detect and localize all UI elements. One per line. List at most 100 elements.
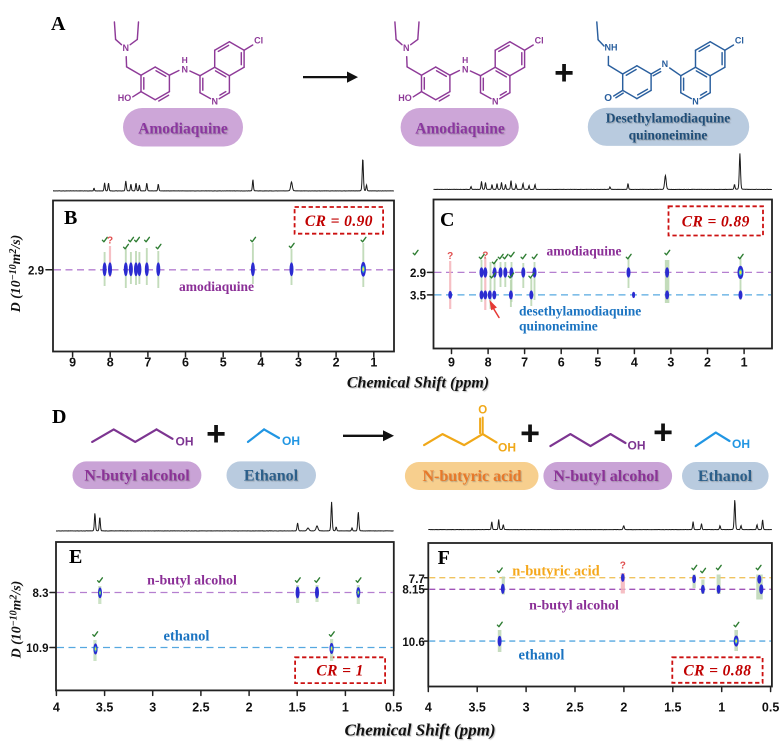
svg-text:8: 8: [485, 356, 492, 370]
svg-text:O: O: [604, 93, 612, 104]
svg-text:Cl: Cl: [535, 36, 544, 46]
svg-text:2.9: 2.9: [28, 265, 44, 277]
svg-text:F: F: [438, 547, 450, 569]
svg-text:?: ?: [620, 561, 626, 572]
svg-text:9: 9: [448, 356, 455, 370]
svg-text:N: N: [462, 65, 469, 75]
svg-text:2.5: 2.5: [566, 701, 583, 715]
svg-text:ethanol: ethanol: [519, 648, 565, 664]
svg-text:n-butyl alcohol: n-butyl alcohol: [147, 574, 237, 589]
svg-text:4: 4: [425, 701, 432, 715]
svg-text:E: E: [69, 546, 82, 568]
svg-text:desethylamodiaquine: desethylamodiaquine: [519, 304, 641, 319]
svg-text:Cl: Cl: [254, 36, 263, 46]
svg-text:CR = 1: CR = 1: [316, 663, 363, 680]
svg-text:quinoneimine: quinoneimine: [629, 128, 708, 143]
svg-text:Amodiaquine: Amodiaquine: [415, 121, 505, 138]
svg-text:n-butyric acid: n-butyric acid: [512, 563, 599, 579]
svg-text:HO: HO: [398, 93, 412, 103]
svg-text:0.5: 0.5: [385, 701, 402, 715]
svg-text:amodiaquine: amodiaquine: [546, 244, 621, 259]
svg-text:?: ?: [482, 251, 488, 262]
svg-text:Amodiaquine: Amodiaquine: [138, 121, 228, 138]
svg-text:?: ?: [107, 236, 113, 247]
svg-text:D: D: [52, 406, 66, 428]
svg-text:ethanol: ethanol: [164, 629, 210, 645]
svg-text:7: 7: [521, 356, 528, 370]
svg-text:3: 3: [149, 701, 156, 715]
svg-text:HO: HO: [118, 93, 132, 103]
svg-text:2.5: 2.5: [192, 701, 209, 715]
svg-text:10.6: 10.6: [402, 637, 424, 649]
svg-text:2.9: 2.9: [410, 268, 426, 280]
svg-text:OH: OH: [628, 438, 646, 452]
svg-text:OH: OH: [498, 440, 516, 454]
svg-text:10.9: 10.9: [26, 643, 48, 655]
svg-text:Desethylamodiaquine: Desethylamodiaquine: [606, 111, 731, 126]
svg-text:3.5: 3.5: [96, 701, 113, 715]
svg-text:8.3: 8.3: [33, 588, 49, 600]
svg-text:+: +: [653, 414, 673, 452]
svg-text:C: C: [440, 209, 454, 231]
svg-text:A: A: [51, 13, 66, 35]
svg-text:OH: OH: [282, 434, 300, 448]
svg-text:N: N: [692, 97, 699, 107]
svg-text:2: 2: [246, 701, 253, 715]
svg-text:1.5: 1.5: [664, 701, 681, 715]
svg-text:N: N: [492, 97, 499, 107]
svg-text:1: 1: [342, 701, 349, 715]
svg-text:Ethanol: Ethanol: [244, 468, 299, 485]
svg-text:3: 3: [295, 356, 302, 370]
svg-text:CR = 0.90: CR = 0.90: [305, 213, 373, 230]
svg-text:8: 8: [107, 356, 114, 370]
svg-text:3: 3: [523, 701, 530, 715]
svg-text:+: +: [206, 415, 226, 453]
svg-text:amodiaquine: amodiaquine: [179, 279, 254, 294]
svg-text:Chemical Shift (ppm): Chemical Shift (ppm): [344, 721, 495, 740]
svg-text:0.5: 0.5: [762, 701, 779, 715]
svg-text:Chemical Shift (ppm): Chemical Shift (ppm): [347, 375, 489, 392]
svg-text:3: 3: [667, 356, 674, 370]
svg-text:O: O: [478, 405, 487, 417]
svg-text:N: N: [662, 59, 669, 69]
svg-text:NH: NH: [605, 43, 618, 53]
svg-text:7: 7: [144, 356, 151, 370]
svg-text:2: 2: [333, 356, 340, 370]
svg-text:1.5: 1.5: [289, 701, 306, 715]
svg-text:CR = 0.89: CR = 0.89: [682, 213, 750, 230]
svg-text:4: 4: [53, 701, 60, 715]
svg-text:5: 5: [220, 356, 227, 370]
svg-text:N-butyl alcohol: N-butyl alcohol: [84, 468, 190, 485]
svg-text:?: ?: [447, 251, 453, 262]
svg-text:OH: OH: [176, 435, 194, 449]
svg-text:N: N: [123, 43, 130, 53]
svg-text:+: +: [520, 415, 540, 453]
svg-text:5: 5: [594, 356, 601, 370]
svg-text:4: 4: [257, 356, 264, 370]
svg-text:+: +: [554, 54, 574, 92]
svg-text:Ethanol: Ethanol: [698, 468, 753, 485]
svg-text:3.5: 3.5: [410, 290, 427, 302]
svg-text:9: 9: [69, 356, 76, 370]
svg-text:8.15: 8.15: [402, 585, 425, 597]
svg-text:1: 1: [741, 356, 748, 370]
svg-text:N-butyric acid: N-butyric acid: [422, 468, 521, 485]
svg-text:quinoneimine: quinoneimine: [519, 319, 598, 334]
svg-text:N: N: [181, 65, 188, 75]
svg-text:3.5: 3.5: [469, 701, 486, 715]
svg-text:6: 6: [182, 356, 189, 370]
svg-text:N: N: [211, 97, 218, 107]
svg-text:1: 1: [370, 356, 377, 370]
svg-text:2: 2: [704, 356, 711, 370]
svg-text:CR = 0.88: CR = 0.88: [683, 662, 751, 679]
svg-text:4: 4: [631, 356, 638, 370]
svg-text:2: 2: [620, 701, 627, 715]
svg-text:6: 6: [558, 356, 565, 370]
svg-text:1: 1: [718, 701, 725, 715]
svg-text:Cl: Cl: [735, 36, 744, 46]
svg-text:OH: OH: [732, 437, 750, 451]
svg-text:n-butyl alcohol: n-butyl alcohol: [529, 599, 619, 614]
svg-text:N: N: [403, 43, 410, 53]
svg-text:N-butyl alcohol: N-butyl alcohol: [553, 468, 659, 485]
svg-text:B: B: [64, 207, 77, 229]
